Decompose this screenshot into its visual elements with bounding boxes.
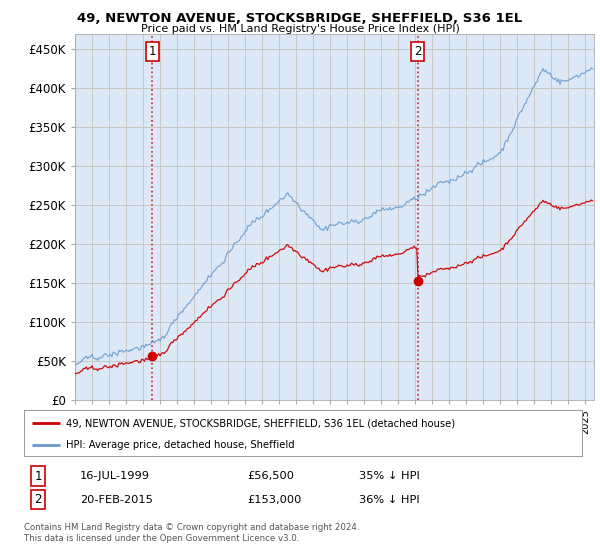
Text: 20-FEB-2015: 20-FEB-2015 xyxy=(80,494,152,505)
Text: 49, NEWTON AVENUE, STOCKSBRIDGE, SHEFFIELD, S36 1EL (detached house): 49, NEWTON AVENUE, STOCKSBRIDGE, SHEFFIE… xyxy=(66,418,455,428)
Text: HPI: Average price, detached house, Sheffield: HPI: Average price, detached house, Shef… xyxy=(66,440,295,450)
Text: 36% ↓ HPI: 36% ↓ HPI xyxy=(359,494,419,505)
Text: 49, NEWTON AVENUE, STOCKSBRIDGE, SHEFFIELD, S36 1EL: 49, NEWTON AVENUE, STOCKSBRIDGE, SHEFFIE… xyxy=(77,12,523,25)
Text: 35% ↓ HPI: 35% ↓ HPI xyxy=(359,471,419,481)
Text: 2: 2 xyxy=(34,493,42,506)
Text: Contains HM Land Registry data © Crown copyright and database right 2024.: Contains HM Land Registry data © Crown c… xyxy=(24,522,359,531)
Text: This data is licensed under the Open Government Licence v3.0.: This data is licensed under the Open Gov… xyxy=(24,534,299,543)
Text: £56,500: £56,500 xyxy=(247,471,294,481)
Text: 16-JUL-1999: 16-JUL-1999 xyxy=(80,471,150,481)
Text: 1: 1 xyxy=(149,45,156,58)
Text: £153,000: £153,000 xyxy=(247,494,302,505)
Text: 1: 1 xyxy=(34,470,42,483)
Text: Price paid vs. HM Land Registry's House Price Index (HPI): Price paid vs. HM Land Registry's House … xyxy=(140,24,460,34)
Text: 2: 2 xyxy=(414,45,421,58)
